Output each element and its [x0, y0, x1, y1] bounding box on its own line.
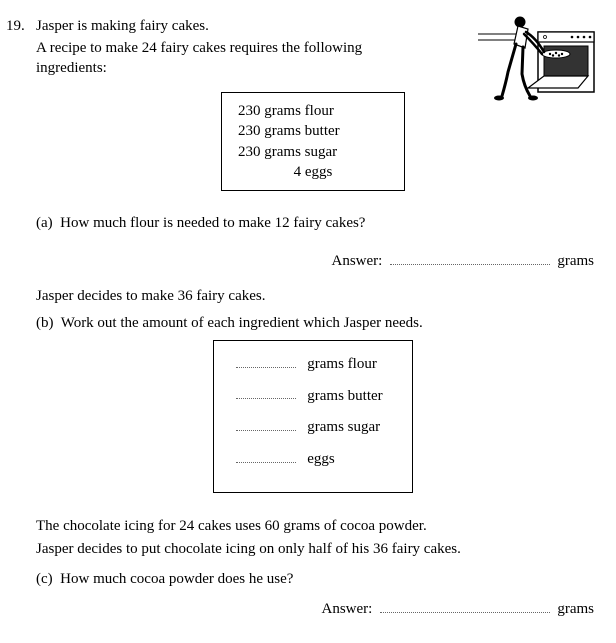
unit-grams-c: grams — [557, 601, 594, 617]
part-b-text: Work out the amount of each ingredient w… — [61, 315, 423, 331]
answer-blank-c — [380, 600, 550, 613]
recipe-line-4: 4 eggs — [238, 162, 388, 182]
answer-label-a: Answer: — [332, 253, 383, 269]
answer-line-c: Answer: grams — [28, 600, 594, 618]
question-number: 19. — [6, 18, 25, 35]
part-c-text: How much cocoa powder does he use? — [60, 571, 293, 587]
unit-butter: grams butter — [307, 387, 382, 403]
part-c-label: (c) — [36, 571, 53, 587]
answer-blank-a — [390, 252, 550, 265]
unit-flour: grams flour — [307, 356, 377, 372]
unit-eggs: eggs — [307, 451, 335, 467]
recipe-line-1: 230 grams flour — [238, 101, 388, 121]
part-b: (b) Work out the amount of each ingredie… — [36, 315, 598, 332]
part-a-label: (a) — [36, 215, 53, 231]
part-a-text: How much flour is needed to make 12 fair… — [60, 215, 365, 231]
intro-text-3: ingredients: — [36, 60, 107, 76]
between-a-b: Jasper decides to make 36 fairy cakes. — [36, 288, 598, 305]
part-c: (c) How much cocoa powder does he use? — [36, 571, 598, 588]
blank-eggs — [236, 450, 296, 463]
answer-line-a: Answer: grams — [28, 252, 594, 270]
blank-butter — [236, 387, 296, 400]
context-c: The chocolate icing for 24 cakes uses 60… — [36, 515, 598, 562]
recipe-line-2: 230 grams butter — [238, 121, 388, 141]
oven-illustration — [478, 14, 598, 104]
blank-row-eggs: eggs — [236, 450, 390, 468]
unit-grams-a: grams — [557, 253, 594, 269]
part-b-label: (b) — [36, 315, 54, 331]
intro-text-2: A recipe to make 24 fairy cakes requires… — [36, 40, 362, 56]
blank-ingredients-box: grams flour grams butter grams sugar egg… — [213, 340, 413, 493]
context-c-line1: The chocolate icing for 24 cakes uses 60… — [36, 515, 598, 538]
blank-row-flour: grams flour — [236, 355, 390, 373]
blank-row-sugar: grams sugar — [236, 418, 390, 436]
recipe-box: 230 grams flour 230 grams butter 230 gra… — [221, 92, 405, 191]
context-c-line2: Jasper decides to put chocolate icing on… — [36, 538, 598, 561]
part-a: (a) How much flour is needed to make 12 … — [36, 215, 598, 232]
recipe-line-3: 230 grams sugar — [238, 142, 388, 162]
answer-label-c: Answer: — [322, 601, 373, 617]
unit-sugar: grams sugar — [307, 419, 380, 435]
blank-sugar — [236, 418, 296, 431]
blank-row-butter: grams butter — [236, 387, 390, 405]
blank-flour — [236, 355, 296, 368]
